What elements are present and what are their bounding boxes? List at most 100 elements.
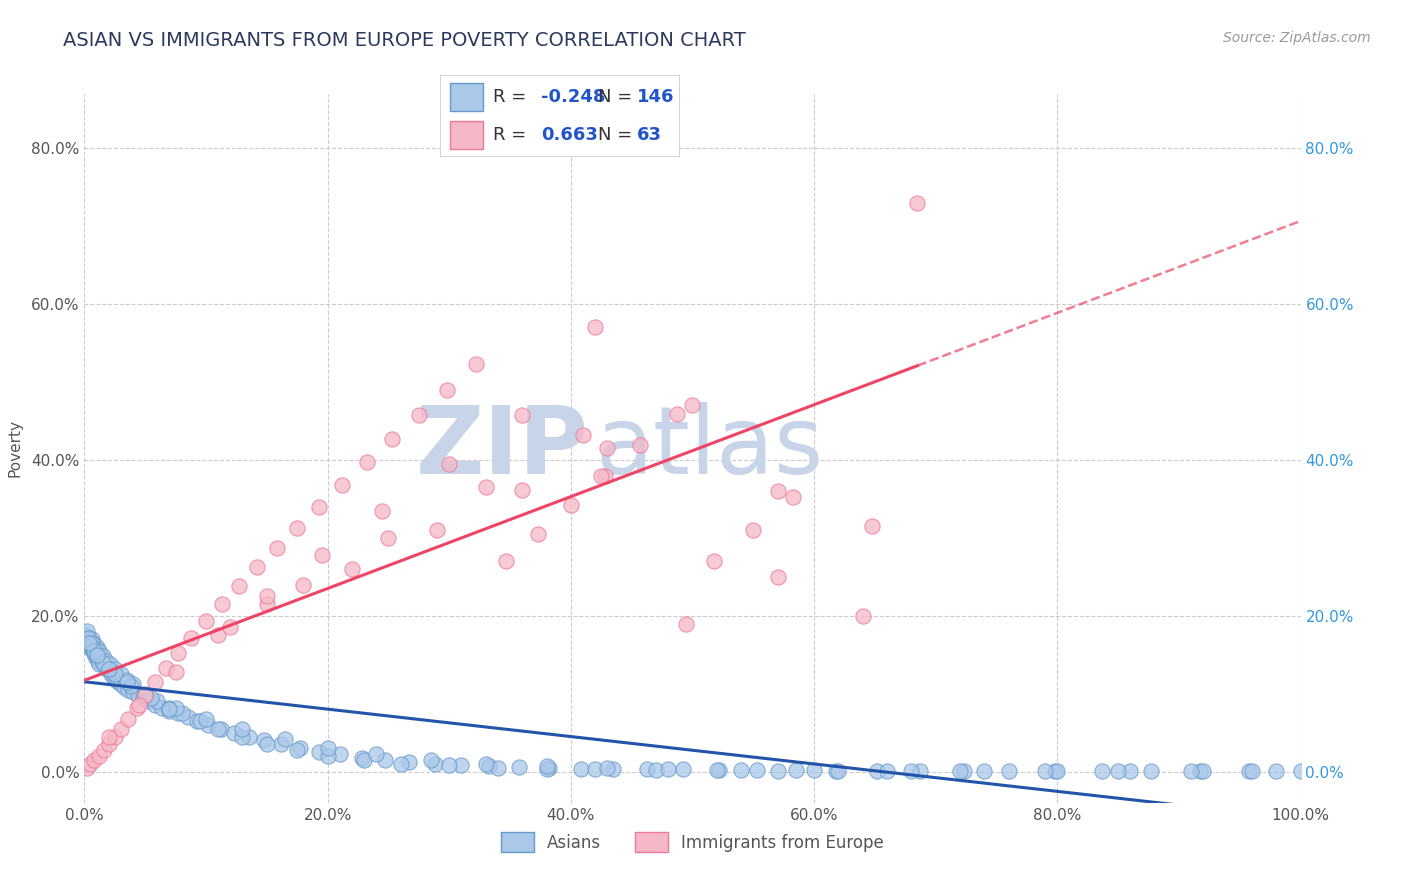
Point [197,718,219,732]
Point [122,685,145,699]
Point [852,608,875,623]
Point [450,758,472,772]
Point [110,722,132,736]
Point [1192,764,1215,778]
Point [308,745,330,759]
Point [973,764,995,778]
Point [86,640,108,654]
Point [596,761,619,775]
Y-axis label: Poverty: Poverty [7,419,22,477]
Point [104,673,127,687]
Point [134,688,156,702]
Point [583,320,606,334]
Point [672,762,695,776]
Point [308,500,330,514]
Point [104,662,127,676]
Point [110,667,132,681]
Point [1265,764,1288,778]
Point [87,749,110,764]
Point [104,667,127,681]
Point [207,628,229,642]
Point [104,730,127,744]
Point [209,722,232,736]
Point [907,195,929,210]
Point [93,743,115,757]
Point [426,523,449,537]
Point [593,468,616,483]
Point [80,636,103,650]
Point [167,646,190,660]
Point [150,700,173,714]
Point [583,762,606,776]
Bar [450,121,484,149]
Point [329,747,352,762]
Point [1180,764,1202,778]
Point [82,636,104,650]
Point [1107,764,1129,778]
Point [745,763,768,777]
Point [77,633,100,648]
Text: ZIP: ZIP [416,402,589,494]
Point [377,531,399,545]
Point [949,764,972,778]
Point [159,704,181,718]
Point [138,694,160,708]
Point [827,764,849,778]
Text: N =: N = [599,88,633,106]
Point [77,636,100,650]
Point [569,762,592,776]
Point [87,644,110,658]
Text: R =: R = [492,88,526,106]
Point [423,756,446,771]
Text: ASIAN VS IMMIGRANTS FROM EUROPE POVERTY CORRELATION CHART: ASIAN VS IMMIGRANTS FROM EUROPE POVERTY … [63,31,747,50]
Point [117,712,139,726]
Point [602,762,624,776]
Point [560,498,582,512]
Point [256,737,278,751]
Point [495,554,517,568]
Point [408,408,430,422]
Point [186,714,208,728]
Point [117,682,139,697]
Point [167,706,190,721]
Point [253,733,276,747]
Point [330,478,353,492]
Point [155,661,177,675]
Text: 0.663: 0.663 [541,126,598,144]
Point [194,712,218,726]
Point [389,756,412,771]
Point [908,764,931,778]
Point [80,641,103,656]
Point [742,523,765,537]
Point [703,554,725,568]
Text: atlas: atlas [595,402,824,494]
Point [1240,764,1263,778]
Point [675,616,697,631]
Point [596,442,619,456]
Point [83,644,105,658]
Point [127,688,149,702]
Point [997,764,1019,778]
Point [97,662,120,676]
Point [86,648,108,662]
Point [285,743,308,757]
Point [709,763,731,777]
Point [636,762,658,776]
Point [1091,764,1114,778]
Point [211,597,233,611]
Point [478,759,501,773]
Point [803,763,825,777]
Point [536,762,558,776]
Point [766,570,789,584]
Point [706,763,728,777]
Point [862,519,884,533]
Point [900,764,922,778]
Point [93,657,115,671]
Point [825,764,848,778]
Point [266,541,288,555]
Point [316,749,339,764]
Point [1239,764,1261,778]
Point [76,632,98,647]
Point [288,741,311,756]
Point [231,722,253,736]
